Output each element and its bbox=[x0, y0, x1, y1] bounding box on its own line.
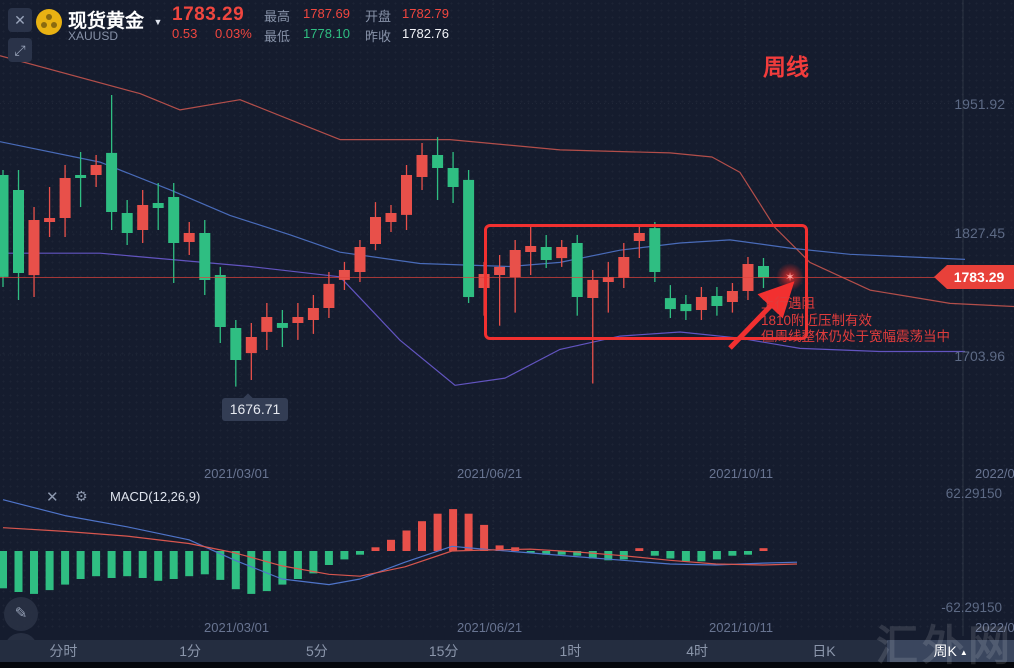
timeframe-15m[interactable]: 15分 bbox=[428, 643, 459, 659]
timeframe-tick[interactable]: 分时 bbox=[49, 643, 78, 659]
timeframe-1m[interactable]: 1分 bbox=[179, 643, 202, 659]
stat-prevclose-label: 昨收 bbox=[365, 29, 392, 44]
timeframe-1w[interactable]: 周K ▲ bbox=[887, 640, 1014, 662]
gear-icon: ⚙ bbox=[75, 488, 88, 504]
y-axis-label: 1703.96 bbox=[954, 348, 1005, 364]
close-icon: ✕ bbox=[46, 489, 59, 506]
macd-settings-button[interactable]: ⚙ bbox=[75, 488, 88, 505]
macd-max-value: 62.29150 bbox=[945, 486, 1002, 501]
timeframe-bar: 分时 1分 5分 15分 1时 4时 日K 周K ▲ bbox=[0, 640, 1014, 662]
x-axis-label: 2021/06/21 bbox=[457, 466, 523, 481]
annotation-line: 1810附近压制有效 bbox=[761, 312, 873, 328]
macd-close-button[interactable]: ✕ bbox=[46, 488, 59, 506]
x-axis-label: 2021/03/01 bbox=[204, 466, 270, 481]
low-price-tooltip: 1676.71 bbox=[222, 393, 288, 421]
price-change: 0.53 0.03% bbox=[172, 26, 252, 41]
up-triangle-icon: ▲ bbox=[959, 648, 968, 657]
x-axis-label: 2021/10/11 bbox=[709, 466, 774, 481]
current-price-tag: 1783.29 bbox=[934, 265, 1014, 289]
trend-arrow bbox=[728, 281, 795, 350]
close-icon: ✕ bbox=[14, 12, 26, 28]
y-axis-label: 1951.92 bbox=[954, 96, 1005, 112]
timeframe-5m[interactable]: 5分 bbox=[305, 643, 328, 659]
stat-low-value: 1778.10 bbox=[303, 26, 350, 41]
low-price-value: 1676.71 bbox=[229, 401, 281, 417]
stat-open-value: 1782.79 bbox=[402, 6, 449, 21]
last-price: 1783.29 bbox=[172, 4, 245, 25]
stat-open-label: 开盘 bbox=[365, 9, 392, 24]
symbol-selector[interactable]: 现货黄金 ▼ bbox=[68, 6, 162, 33]
timeframe-1h[interactable]: 1时 bbox=[559, 643, 582, 659]
timeframe-1d[interactable]: 日K bbox=[812, 643, 836, 659]
macd-label: MACD(12,26,9) bbox=[110, 489, 201, 504]
symbol-code: XAUUSD bbox=[68, 29, 119, 43]
stat-low-label: 最低 bbox=[264, 29, 291, 44]
change-value: 0.53 bbox=[172, 26, 198, 41]
macd-min-value: -62.29150 bbox=[941, 600, 1002, 615]
x-axis-label: 2021/10/11 bbox=[709, 620, 774, 635]
expand-icon: ⤢ bbox=[14, 42, 26, 58]
analysis-annotation: 上行遇阻 1810附近压制有效 但周线整体仍处于宽幅震荡当中 bbox=[761, 296, 950, 346]
gold-coin-icon bbox=[36, 9, 62, 35]
x-axis-label: 2021/03/01 bbox=[204, 620, 270, 635]
timeframe-1w-label: 周K bbox=[933, 643, 957, 659]
pencil-icon: ✎ bbox=[14, 605, 28, 622]
x-axis-label: 2022/0 bbox=[975, 466, 1014, 481]
x-axis-label: 2021/06/21 bbox=[457, 620, 523, 635]
x-axis-label: 2022/0 bbox=[975, 620, 1014, 635]
annotation-line: 上行遇阻 bbox=[761, 296, 815, 311]
stat-high-value: 1787.69 bbox=[303, 6, 350, 21]
draw-tool-button[interactable]: ✎ bbox=[4, 597, 38, 631]
change-percent: 0.03% bbox=[214, 26, 252, 41]
period-label: 周线 bbox=[763, 54, 809, 80]
close-button[interactable]: ✕ bbox=[8, 8, 32, 32]
stat-high-label: 最高 bbox=[264, 9, 291, 24]
bottom-strip bbox=[0, 662, 1014, 668]
annotation-line: 但周线整体仍处于宽幅震荡当中 bbox=[761, 329, 950, 344]
symbol-name: 现货黄金 bbox=[68, 11, 145, 32]
chevron-down-icon: ▼ bbox=[153, 17, 163, 27]
stat-prevclose-value: 1782.76 bbox=[402, 26, 449, 41]
y-axis-label: 1827.45 bbox=[954, 225, 1005, 241]
resize-button[interactable]: ⤢ bbox=[8, 38, 32, 62]
timeframe-4h[interactable]: 4时 bbox=[686, 643, 709, 659]
